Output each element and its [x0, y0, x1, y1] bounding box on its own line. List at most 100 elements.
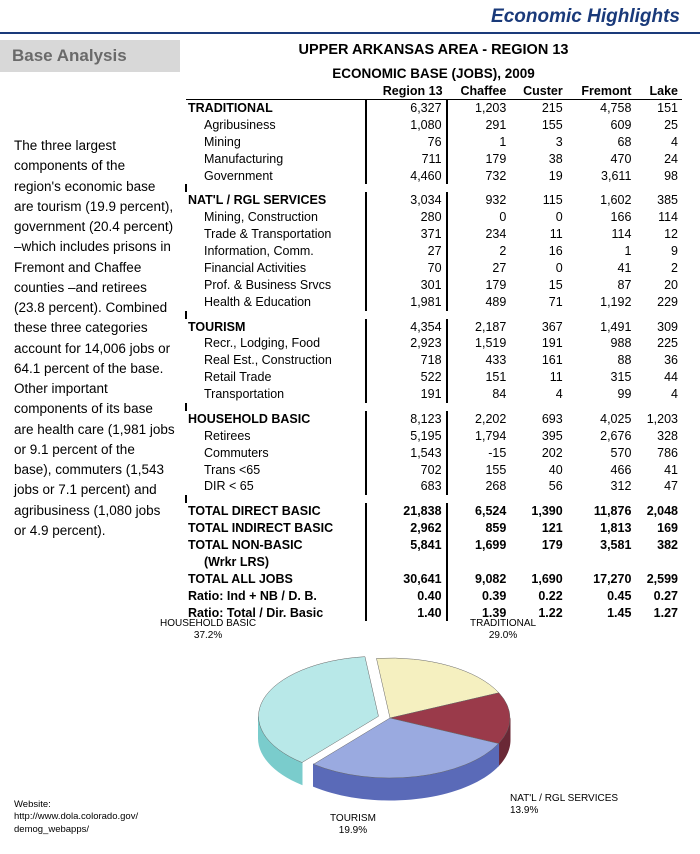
cell: 17,270 — [567, 571, 636, 588]
cell: 4,354 — [366, 319, 446, 336]
cell: 4,758 — [567, 100, 636, 117]
website-url-2: demog_webapps/ — [14, 824, 89, 835]
cell: 151 — [635, 100, 682, 117]
cell: 2,202 — [447, 411, 511, 428]
cell: 1,491 — [567, 319, 636, 336]
cell: 4 — [635, 386, 682, 403]
table-row: Agribusiness1,08029115560925 — [186, 117, 682, 134]
cell: 5,195 — [366, 428, 446, 445]
cell: 6,524 — [447, 503, 511, 520]
cell: 1.27 — [635, 605, 682, 622]
cell: 47 — [635, 478, 682, 495]
cell: 25 — [635, 117, 682, 134]
pie-slice-label: TRADITIONAL29.0% — [470, 618, 536, 642]
cell: 1,699 — [447, 537, 511, 554]
economic-base-table: Region 13 Chaffee Custer Fremont Lake TR… — [185, 83, 682, 621]
table-row: Health & Education1,981489711,192229 — [186, 294, 682, 311]
narrative-column: The three largest components of the regi… — [0, 36, 185, 621]
cell: 570 — [567, 445, 636, 462]
cell: 27 — [366, 243, 446, 260]
pie-slice-label: TOURISM19.9% — [330, 813, 376, 837]
pie-slice-label: NAT'L / RGL SERVICES13.9% — [510, 793, 618, 817]
page-header-title: Economic Highlights — [491, 6, 680, 27]
cell: 1 — [447, 134, 511, 151]
cell: 8,123 — [366, 411, 446, 428]
col-chaffee: Chaffee — [447, 83, 511, 100]
col-lake: Lake — [635, 83, 682, 100]
cell: 2,048 — [635, 503, 682, 520]
cell: Manufacturing — [186, 151, 366, 168]
cell: 470 — [567, 151, 636, 168]
cell: 932 — [447, 192, 511, 209]
cell: TRADITIONAL — [186, 100, 366, 117]
table-row: Financial Activities70270412 — [186, 260, 682, 277]
cell: 38 — [510, 151, 566, 168]
cell: 367 — [510, 319, 566, 336]
cell: 229 — [635, 294, 682, 311]
cell: 0.40 — [366, 588, 446, 605]
cell: 84 — [447, 386, 511, 403]
cell: 36 — [635, 352, 682, 369]
cell: 202 — [510, 445, 566, 462]
cell: 0 — [510, 260, 566, 277]
table-column: UPPER ARKANSAS AREA - REGION 13 ECONOMIC… — [185, 36, 700, 621]
main-content: The three largest components of the regi… — [0, 36, 700, 621]
cell: 41 — [635, 462, 682, 479]
cell: Financial Activities — [186, 260, 366, 277]
website-url-1: http://www.dola.colorado.gov/ — [14, 811, 138, 822]
cell: 21,838 — [366, 503, 446, 520]
cell: 1,981 — [366, 294, 446, 311]
cell: 3,611 — [567, 168, 636, 185]
cell: HOUSEHOLD BASIC — [186, 411, 366, 428]
cell: 4,025 — [567, 411, 636, 428]
cell: 1,203 — [447, 100, 511, 117]
cell: 2,962 — [366, 520, 446, 537]
cell: 71 — [510, 294, 566, 311]
cell: 11 — [510, 369, 566, 386]
cell: 4 — [635, 134, 682, 151]
table-row: DIR < 656832685631247 — [186, 478, 682, 495]
cell: Health & Education — [186, 294, 366, 311]
cell: 2 — [635, 260, 682, 277]
cell: 114 — [635, 209, 682, 226]
cell: 2,599 — [635, 571, 682, 588]
cell: 27 — [447, 260, 511, 277]
table-row: Information, Comm.2721619 — [186, 243, 682, 260]
cell: 6,327 — [366, 100, 446, 117]
narrative-text: The three largest components of the regi… — [14, 136, 175, 541]
cell: 0.39 — [447, 588, 511, 605]
cell: 0 — [447, 209, 511, 226]
table-row: HOUSEHOLD BASIC8,1232,2026934,0251,203 — [186, 411, 682, 428]
cell: 315 — [567, 369, 636, 386]
cell: 489 — [447, 294, 511, 311]
cell: 11 — [510, 226, 566, 243]
cell: 1,192 — [567, 294, 636, 311]
cell: 3 — [510, 134, 566, 151]
cell: 2,187 — [447, 319, 511, 336]
cell: 301 — [366, 277, 446, 294]
table-row: TRADITIONAL6,3271,2032154,758151 — [186, 100, 682, 117]
cell: 683 — [366, 478, 446, 495]
cell: 3,581 — [567, 537, 636, 554]
cell: 2 — [447, 243, 511, 260]
cell: Trans <65 — [186, 462, 366, 479]
table-row: TOTAL DIRECT BASIC21,8386,5241,39011,876… — [186, 503, 682, 520]
cell: 702 — [366, 462, 446, 479]
table-row: Retail Trade5221511131544 — [186, 369, 682, 386]
cell: 76 — [366, 134, 446, 151]
table-row: Mining7613684 — [186, 134, 682, 151]
cell: 1,794 — [447, 428, 511, 445]
table-row: TOTAL NON-BASIC5,8411,6991793,581382 — [186, 537, 682, 554]
cell: 44 — [635, 369, 682, 386]
cell: TOTAL ALL JOBS — [186, 571, 366, 588]
table-title: UPPER ARKANSAS AREA - REGION 13 — [185, 42, 682, 58]
col-fremont: Fremont — [567, 83, 636, 100]
table-row: Retirees5,1951,7943952,676328 — [186, 428, 682, 445]
cell: 215 — [510, 100, 566, 117]
cell: 151 — [447, 369, 511, 386]
cell: Trade & Transportation — [186, 226, 366, 243]
cell: 20 — [635, 277, 682, 294]
cell: 166 — [567, 209, 636, 226]
cell: Real Est., Construction — [186, 352, 366, 369]
cell: 191 — [366, 386, 446, 403]
